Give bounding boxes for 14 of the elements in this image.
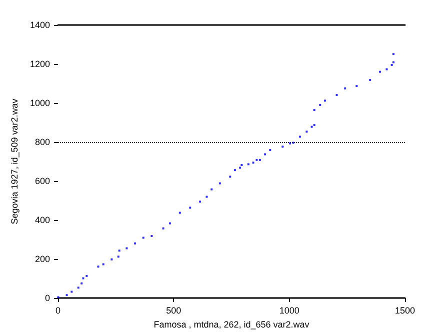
y-tick-label: 200 [34,254,50,264]
y-tick-label: 600 [34,176,50,186]
y-tick-label: 800 [34,137,50,147]
y-tick-label: 1000 [30,98,50,108]
y-tick-label: 0 [44,293,50,303]
y-tick-label: 400 [34,215,50,225]
y-tick-label: 1200 [30,59,50,69]
x-tick-label: 1000 [279,306,300,316]
x-tick-label: 0 [55,306,61,316]
x-axis-title: Famosa , mtdna, 262, id_656 var2.wav [154,319,310,330]
y-tick-label: 1400 [30,20,50,30]
x-tick-label: 1500 [394,306,416,316]
x-tick-label: 500 [166,306,182,316]
y-axis-title: Segovia 1927, id_509 var2.wav [10,98,20,224]
